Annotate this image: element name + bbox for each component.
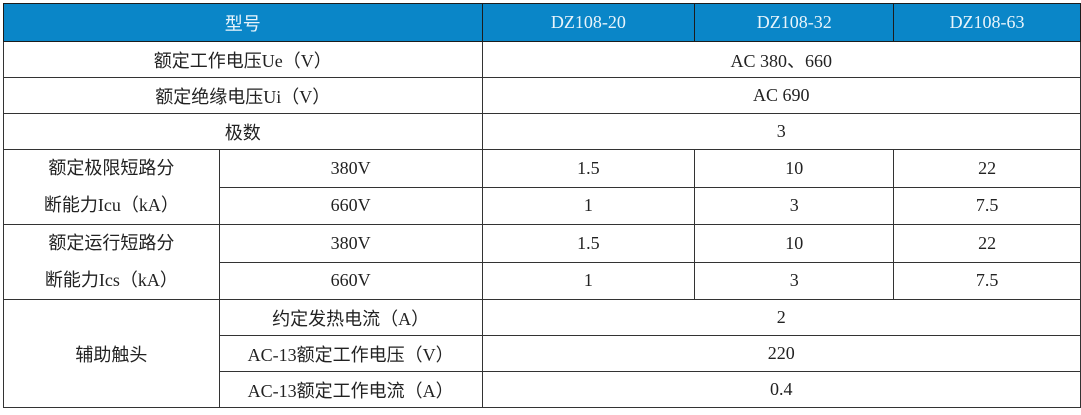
cell: 10 — [694, 224, 895, 263]
row-group-label: 额定运行短路分 断能力Ics（kA） — [3, 224, 220, 300]
header-row: 型号 DZ108-20 DZ108-32 DZ108-63 — [3, 3, 1081, 42]
label-line: 额定极限短路分 — [48, 158, 175, 178]
table-row: 辅助触头 约定发热电流（A） 2 — [3, 299, 1081, 408]
table-row: 660V 1 3 7.5 — [4, 186, 1081, 225]
row-label: 额定工作电压Ue（V） — [3, 41, 483, 78]
table-row: 额定极限短路分 断能力Icu（kA） 380V 1.5 10 22 — [3, 149, 1081, 225]
sub-label: 380V — [218, 149, 483, 188]
table-row: 额定绝缘电压Ui（V） AC 690 — [3, 77, 1081, 114]
sub-label: 660V — [218, 261, 483, 300]
model-col: DZ108-63 — [893, 3, 1081, 42]
cell: 3 — [694, 261, 895, 300]
cell: 1 — [481, 261, 696, 300]
cell: 0.4 — [481, 371, 1081, 408]
sub-label: 660V — [218, 186, 483, 225]
row-label: 极数 — [3, 113, 483, 150]
table-row: 660V 1 3 7.5 — [4, 261, 1081, 300]
label-line: 断能力Icu（kA） — [43, 195, 179, 215]
table-row: AC-13额定工作电流（A） 0.4 — [4, 371, 1081, 408]
cell: 1 — [481, 186, 696, 225]
cell: 1.5 — [481, 149, 696, 188]
row-value: AC 380、660 — [481, 41, 1081, 78]
row-value: AC 690 — [481, 77, 1081, 114]
row-value: 3 — [481, 113, 1081, 150]
label-line: 断能力Ics（kA） — [44, 270, 178, 290]
label-line: 额定运行短路分 — [48, 233, 175, 253]
cell: 7.5 — [893, 186, 1081, 225]
cell: 10 — [694, 149, 895, 188]
model-col: DZ108-32 — [694, 3, 895, 42]
table-row: 额定运行短路分 断能力Ics（kA） 380V 1.5 10 22 — [3, 224, 1081, 300]
model-label: 型号 — [3, 3, 483, 42]
row-label: 额定绝缘电压Ui（V） — [3, 77, 483, 114]
cell: 22 — [893, 149, 1081, 188]
sub-label: 约定发热电流（A） — [218, 299, 483, 336]
cell: 7.5 — [893, 261, 1081, 300]
row-group-label: 额定极限短路分 断能力Icu（kA） — [3, 149, 220, 225]
cell: 22 — [893, 224, 1081, 263]
sub-label: 380V — [218, 224, 483, 263]
table-row: 极数 3 — [3, 113, 1081, 150]
spec-table: 型号 DZ108-20 DZ108-32 DZ108-63 额定工作电压Ue（V… — [3, 3, 1081, 408]
cell: 3 — [694, 186, 895, 225]
sub-label: AC-13额定工作电流（A） — [218, 371, 483, 408]
cell: 220 — [481, 335, 1081, 372]
cell: 1.5 — [481, 224, 696, 263]
table-row: 额定工作电压Ue（V） AC 380、660 — [3, 41, 1081, 78]
cell: 2 — [481, 299, 1081, 336]
sub-label: AC-13额定工作电压（V） — [218, 335, 483, 372]
model-col: DZ108-20 — [481, 3, 696, 42]
row-group-label: 辅助触头 — [3, 299, 220, 408]
